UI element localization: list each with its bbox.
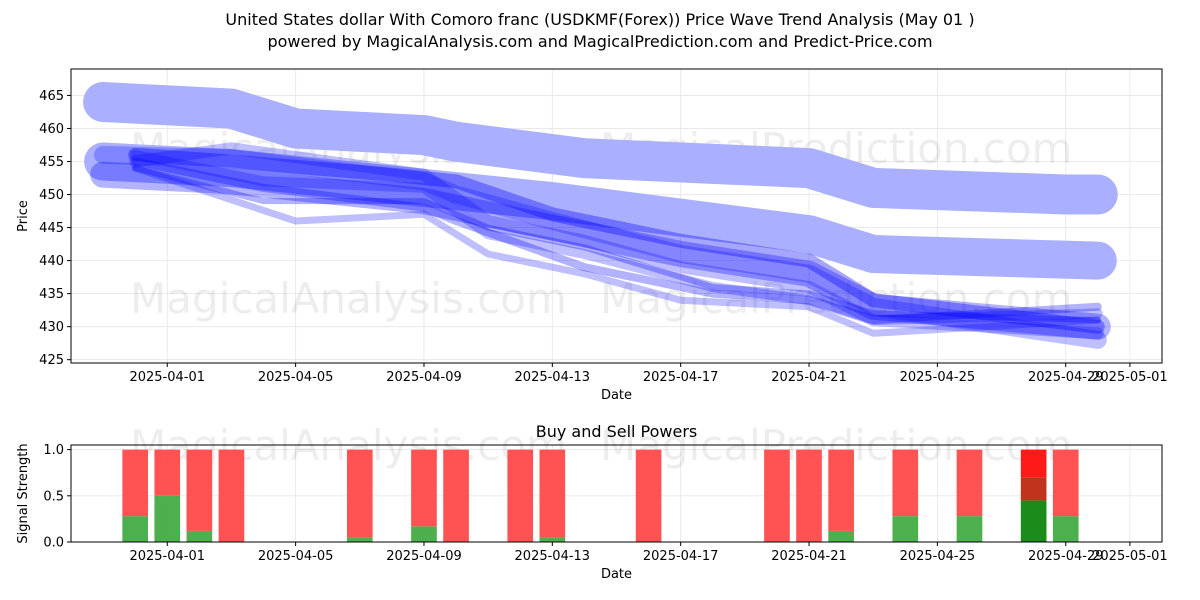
price-ytick-label: 465 [39,89,64,104]
watermark-text: MagicalAnalysis.com [130,274,567,323]
buy-bar [892,516,919,542]
wave-series-6 [131,157,1102,325]
buy-bar [411,526,437,542]
price-xtick-label: 2025-04-05 [258,370,334,385]
sell-bar [443,449,469,542]
buy-bar [539,537,566,542]
sell-bar [1020,449,1047,478]
price-wave-chart: MagicalAnalysis.com MagicalPrediction.com… [16,68,1168,400]
power-xtick-label: 2025-04-29 [1028,549,1104,564]
power-xtick-label: 2025-04-05 [258,549,334,564]
power-xtick-label: 2025-04-21 [771,549,847,564]
sell-bar [1020,477,1047,501]
wave-series-8 [131,164,1102,337]
buy-sell-power-chart: MagicalAnalysis.com MagicalPrediction.com… [16,421,1168,582]
wave-series-4 [129,142,1104,340]
price-ytick-label: 460 [39,122,64,137]
buy-bar [154,495,181,542]
buy-bar [186,530,213,542]
buy-bar [828,530,854,542]
wave-series-9 [128,147,1105,334]
buy-bar [956,516,983,542]
power-ytick-label: 0.5 [43,489,64,504]
price-xtick-label: 2025-04-17 [643,370,719,385]
sell-bar [346,449,373,538]
price-xtick-label: 2025-04-13 [515,370,591,385]
power-xtick-label: 2025-04-25 [900,549,976,564]
sell-bar [411,449,437,527]
sell-bar [186,449,213,531]
price-ylabel: Price [16,200,31,232]
wave-series-0 [83,82,1118,215]
price-ytick-label: 450 [39,188,64,203]
wave-series-3 [94,145,1107,349]
wave-series-2 [90,161,1111,340]
sell-bar [218,449,245,542]
power-chart-title: Buy and Sell Powers [536,422,698,441]
sell-bar [507,449,534,542]
price-xtick-label: 2025-04-01 [129,370,205,385]
watermark-text: MagicalPrediction.com [600,274,1073,323]
price-xtick-label: 2025-04-29 [1028,370,1104,385]
price-ytick-label: 440 [39,254,64,269]
price-xtick-label: 2025-04-09 [386,370,462,385]
price-xlabel: Date [601,388,632,400]
buy-bar [346,537,373,542]
price-ytick-label: 445 [39,221,64,236]
sell-bar [154,449,181,496]
sell-bar [764,449,790,542]
sell-bar [539,449,566,538]
sell-bar [122,449,149,517]
price-xtick-label: 2025-04-21 [771,370,847,385]
buy-bar [1020,500,1047,542]
power-ytick-label: 1.0 [43,443,64,458]
price-xtick-label: 2025-05-01 [1092,370,1168,385]
power-ylabel: Signal Strength [16,443,31,543]
sell-bar [635,449,662,542]
power-frame [70,444,1163,543]
price-ytick-label: 430 [39,320,64,335]
power-xtick-label: 2025-04-09 [386,549,462,564]
sell-bar [1052,449,1079,517]
sell-bar [956,449,983,517]
buy-bar [122,516,149,542]
power-xtick-label: 2025-04-17 [643,549,719,564]
price-ytick-label: 435 [39,287,64,302]
figure-title: United States dollar With Comoro franc (… [225,10,975,29]
sell-bar [796,449,822,542]
wave-series-7 [132,165,1101,324]
price-waves: MagicalAnalysis.com MagicalPrediction.com… [83,82,1118,349]
power-xlabel: Date [601,567,632,582]
wave-series-5 [130,149,1103,326]
power-xtick-label: 2025-05-01 [1092,549,1168,564]
price-xtick-label: 2025-04-25 [900,370,976,385]
figure-subtitle: powered by MagicalAnalysis.com and Magic… [267,32,933,51]
wave-series-1 [84,142,1117,280]
price-ytick-label: 425 [39,353,64,368]
sell-bar [828,449,854,531]
power-xtick-label: 2025-04-13 [515,549,591,564]
price-frame [70,68,1163,364]
buy-bar [1052,516,1079,542]
power-ytick-label: 0.0 [43,536,64,551]
power-xtick-label: 2025-04-01 [129,549,205,564]
price-ytick-label: 455 [39,155,64,170]
sell-bar [892,449,919,517]
